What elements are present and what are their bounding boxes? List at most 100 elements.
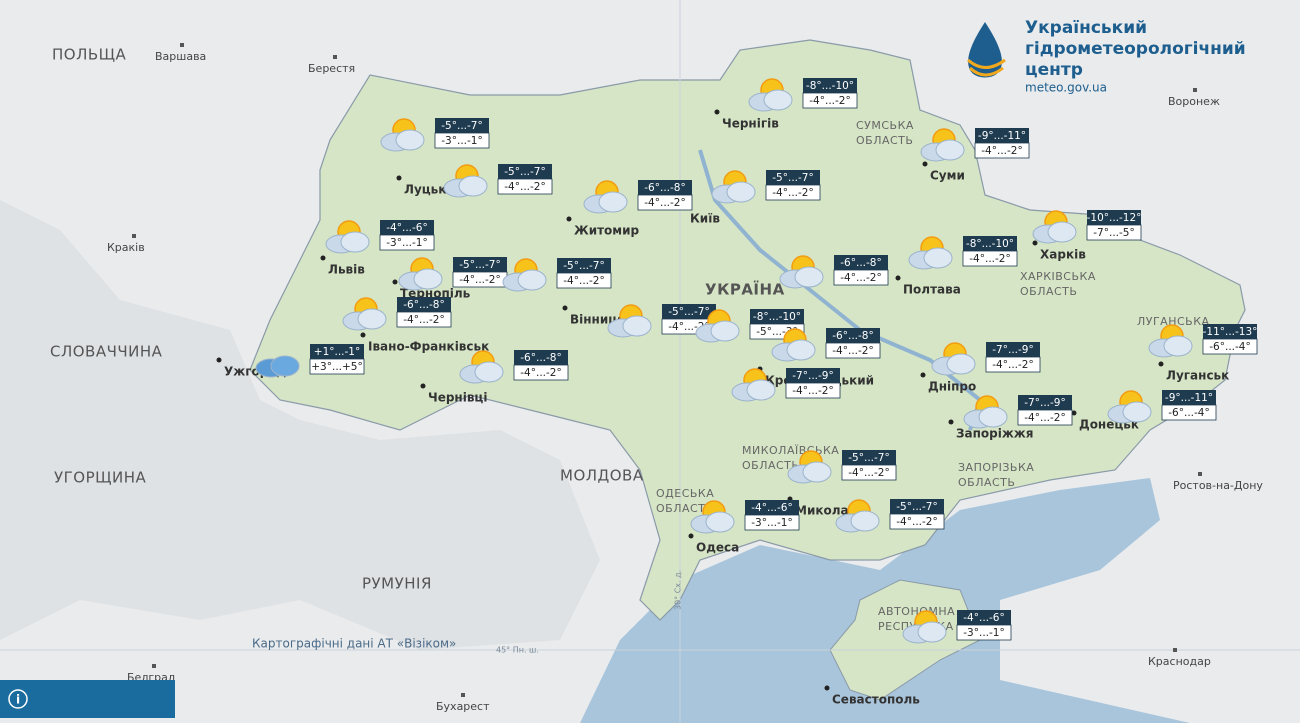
cloud-icon xyxy=(1047,221,1077,243)
forecast: -5°...-7° -4°...-2° xyxy=(443,164,553,198)
region-label: ОБЛАСТЬ xyxy=(742,459,799,472)
foreign-city: Варшава xyxy=(155,50,206,63)
day-temp: -4°...-2° xyxy=(896,516,937,528)
night-box xyxy=(662,304,716,319)
day-box xyxy=(434,132,490,149)
cloud-icon xyxy=(786,339,816,361)
night-box xyxy=(380,220,434,235)
night-box xyxy=(786,368,840,383)
day-box xyxy=(785,382,841,399)
day-temp: -4°...-2° xyxy=(403,314,444,326)
night-box xyxy=(963,236,1017,251)
night-box xyxy=(890,499,944,514)
day-box xyxy=(637,194,693,211)
day-temp: -6°...-4° xyxy=(1209,341,1250,353)
svg-text:i: i xyxy=(16,693,20,707)
forecast: -4°...-6° -3°...-1° xyxy=(690,500,800,534)
night-box xyxy=(557,258,611,273)
day-box xyxy=(1202,338,1258,355)
city-label: Івано-Франківськ xyxy=(368,340,489,354)
night-box xyxy=(1203,324,1257,339)
region-label: ОБЛАСТЬ xyxy=(656,502,713,515)
logo-title: гідрометеорологічний xyxy=(1025,39,1246,59)
region-label: ОБЛАСТЬ xyxy=(1020,285,1077,298)
day-temp: -4°...-2° xyxy=(520,367,561,379)
country-label: ПОЛЬЩА xyxy=(52,46,127,64)
night-temp: -8°...-10° xyxy=(753,311,801,323)
city-marker xyxy=(360,332,366,338)
night-box xyxy=(498,164,552,179)
forecast: -11°...-13° -6°...-4° xyxy=(1148,324,1258,358)
night-temp: -4°...-6° xyxy=(751,502,792,514)
city-label: Дніпро xyxy=(928,380,976,394)
legend-button[interactable]: i xyxy=(0,680,175,718)
night-temp: -11°...-13° xyxy=(1203,326,1258,338)
cloud-icon xyxy=(1163,335,1193,357)
forecast: -8°...-10° -4°...-2° xyxy=(908,236,1018,270)
day-box xyxy=(956,624,1012,641)
city-label: Київ xyxy=(690,212,720,226)
cloud-icon xyxy=(395,129,425,151)
city-marker xyxy=(180,43,184,47)
day-box xyxy=(889,513,945,530)
country-label: СЛОВАЧЧИНА xyxy=(50,343,163,361)
grid-label: 30° Сх. д. xyxy=(674,570,683,610)
night-temp: -5°...-7° xyxy=(668,306,709,318)
country-label: РУМУНІЯ xyxy=(362,575,432,593)
night-box xyxy=(842,450,896,465)
night-temp: -10°...-12° xyxy=(1087,212,1142,224)
forecast: -6°...-8° -4°...-2° xyxy=(583,180,693,214)
city-label: Севастополь xyxy=(832,693,920,707)
cloud-icon xyxy=(923,247,953,269)
city-label: Львів xyxy=(328,263,365,277)
forecast: -9°...-11° -6°...-4° xyxy=(1107,390,1217,424)
night-temp: -8°...-10° xyxy=(806,80,854,92)
day-temp: +3°...+5° xyxy=(311,361,362,373)
day-box xyxy=(513,364,569,381)
day-box xyxy=(497,178,553,195)
cloud-icon xyxy=(705,511,735,533)
forecast: +1°...-1° +3°...+5° xyxy=(255,344,365,378)
logo-title: центр xyxy=(1025,60,1083,80)
cloud-icon xyxy=(710,320,740,342)
night-temp: -5°...-7° xyxy=(772,172,813,184)
day-box xyxy=(379,234,435,251)
day-temp: -4°...-2° xyxy=(504,181,545,193)
day-temp: -4°...-2° xyxy=(809,95,850,107)
city-marker xyxy=(1173,648,1177,652)
night-temp: -5°...-7° xyxy=(504,166,545,178)
city-label: Харків xyxy=(1040,248,1086,262)
city-marker xyxy=(566,216,572,222)
night-box xyxy=(826,328,880,343)
night-temp: -5°...-7° xyxy=(896,501,937,513)
cloud-icon xyxy=(474,361,504,383)
cloud-icon xyxy=(978,406,1008,428)
night-box xyxy=(514,350,568,365)
night-temp: +1°...-1° xyxy=(314,346,360,358)
night-temp: -5°...-7° xyxy=(459,259,500,271)
forecast: -5°...-7° -4°...-2° xyxy=(835,499,945,533)
day-box xyxy=(1017,409,1073,426)
cloud-icon xyxy=(458,175,488,197)
night-temp: -5°...-7° xyxy=(563,260,604,272)
night-temp: -6°...-8° xyxy=(840,257,881,269)
day-box xyxy=(825,342,881,359)
cloud-icon xyxy=(598,191,628,213)
day-box xyxy=(1086,224,1142,241)
region-label: ОДЕСЬКА xyxy=(656,487,714,500)
attribution: Картографічні дані АТ «Візіком» xyxy=(252,637,456,651)
forecast: -7°...-9° -4°...-2° xyxy=(963,395,1073,429)
city-label: Житомир xyxy=(574,224,640,238)
logo xyxy=(967,22,1006,78)
country-label: МОЛДОВА xyxy=(560,467,644,485)
region-label: ЗАПОРІЗЬКА xyxy=(958,461,1034,474)
night-box xyxy=(745,500,799,515)
night-temp: -6°...-8° xyxy=(403,299,444,311)
night-box xyxy=(435,118,489,133)
day-box xyxy=(802,92,858,109)
city-label: Луганськ xyxy=(1166,369,1229,383)
neighbor-land xyxy=(0,200,600,650)
cloud-icon xyxy=(413,268,443,290)
day-temp: -4°...-2° xyxy=(1024,412,1065,424)
foreign-city: Бухарест xyxy=(436,700,490,713)
